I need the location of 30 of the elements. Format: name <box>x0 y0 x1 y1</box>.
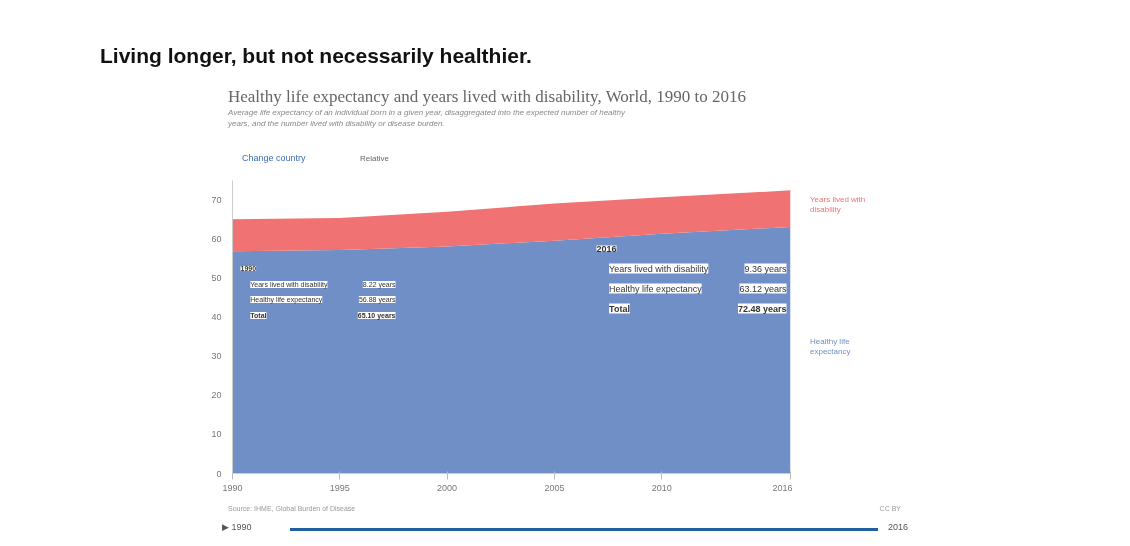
text: ▶ 1990 <box>222 522 252 533</box>
text: Healthy life expectancy <box>810 336 851 357</box>
y-tick-label: 10 <box>211 429 222 440</box>
y-tick-label: 30 <box>211 351 222 362</box>
x-tick-label: 1995 <box>329 482 350 493</box>
text: Change country <box>242 153 306 164</box>
text: Relative <box>360 154 389 164</box>
y-tick-label: 0 <box>216 468 222 479</box>
y-tick-label: 20 <box>211 390 222 401</box>
text: Living longer, but not necessarily healthier. <box>100 44 532 68</box>
annotation: 9.36 years <box>744 263 787 274</box>
y-tick-label: 50 <box>211 273 222 284</box>
annotation: Healthy life expectancy <box>609 283 703 294</box>
y-tick-label: 40 <box>211 312 222 323</box>
text: Years lived with disability <box>810 195 866 215</box>
chart-subtitle: Average life expectancy of an individual born in a given year, disaggregated into the expected number of healthy years, and the number lived with disability or disease burden. <box>228 108 626 129</box>
x-tick-label: 2016 <box>772 482 793 493</box>
annotation: Total <box>609 303 630 314</box>
y-tick-label: 70 <box>211 195 222 206</box>
text: 2016 <box>888 522 909 533</box>
annotation: 63.12 years <box>739 283 787 294</box>
y-tick-label: 60 <box>211 234 222 245</box>
x-tick-label: 2010 <box>651 482 672 493</box>
chart-title: Healthy life expectancy and years lived with disability, World, 1990 to 2016 <box>228 87 746 107</box>
annotation: Years lived with disability <box>609 263 709 274</box>
x-tick-label: 1990 <box>222 482 243 493</box>
annotation: 2016 <box>596 243 617 254</box>
x-tick-label: 2000 <box>437 482 458 493</box>
x-tick-label: 2005 <box>544 482 565 493</box>
annotation: 72.48 years <box>737 303 787 314</box>
